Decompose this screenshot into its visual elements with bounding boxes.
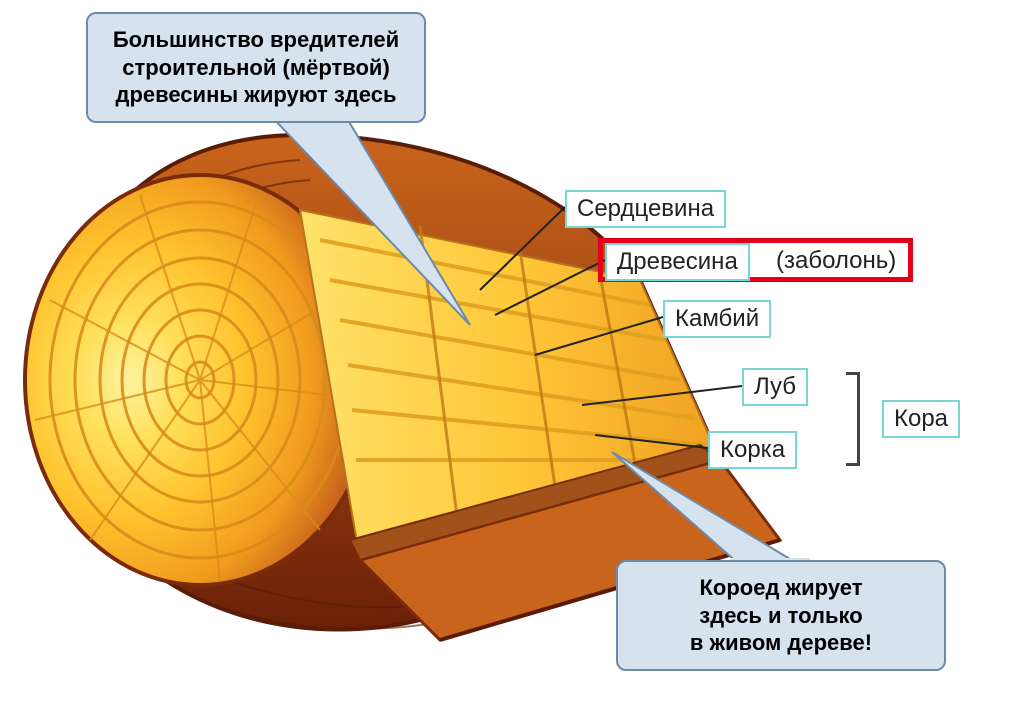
label-wood: Древесина xyxy=(605,243,750,281)
label-text: Луб xyxy=(754,373,796,400)
callout-text: Короед жирует xyxy=(700,575,863,600)
callout-text: в живом дереве! xyxy=(690,630,872,655)
label-bark-group: Кора xyxy=(882,400,960,438)
label-pith: Сердцевина xyxy=(565,190,726,228)
label-text: Кора xyxy=(894,405,948,432)
label-text: Корка xyxy=(720,436,785,463)
label-text: Камбий xyxy=(675,305,759,332)
bracket-bark-group xyxy=(846,372,860,466)
label-text: Древесина xyxy=(617,248,738,275)
label-cambium: Камбий xyxy=(663,300,771,338)
label-bark-skin: Корка xyxy=(708,431,797,469)
callout-pests-deadwood: Большинство вредителей строительной (мёр… xyxy=(86,12,426,123)
callout-barkbeetle-livewood: Короед жирует здесь и только в живом дер… xyxy=(616,560,946,671)
label-wood-suffix: (заболонь) xyxy=(772,247,900,275)
callout-text: строительной (мёртвой) xyxy=(122,55,390,80)
callout-text: Большинство вредителей xyxy=(113,27,399,52)
callout-text: древесины жируют здесь xyxy=(115,82,396,107)
label-suffix-text: (заболонь) xyxy=(776,247,896,274)
label-phloem: Луб xyxy=(742,368,808,406)
diagram-canvas: Большинство вредителей строительной (мёр… xyxy=(0,0,1024,712)
label-text: Сердцевина xyxy=(577,195,714,222)
callout-text: здесь и только xyxy=(699,603,862,628)
